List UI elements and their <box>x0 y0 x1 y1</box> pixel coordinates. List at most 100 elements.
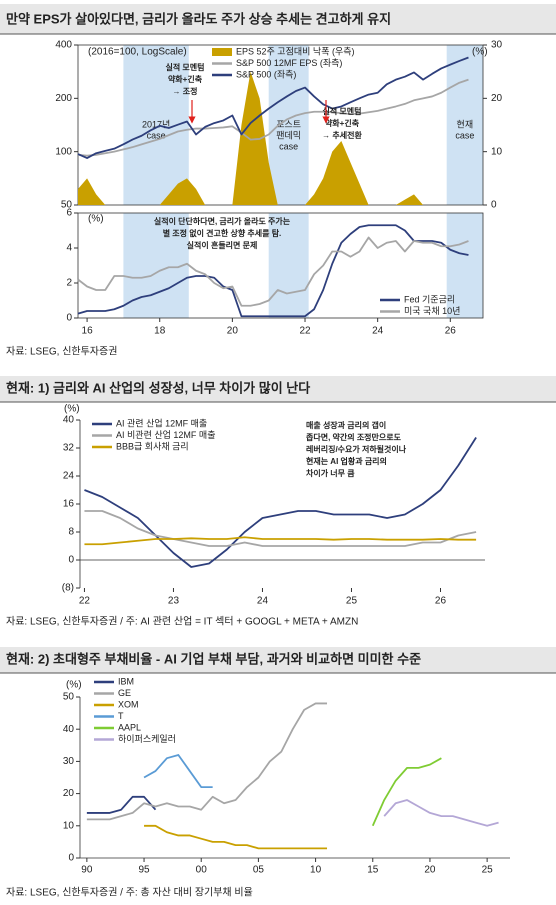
legend-label: GE <box>118 688 131 698</box>
y-tick-label: 0 <box>66 313 72 324</box>
x-tick-label: 25 <box>482 865 494 876</box>
annotation: 차이가 너무 큼 <box>306 468 355 478</box>
annotation: → 추세전환 <box>322 130 362 140</box>
region-label: 현재 <box>457 119 474 129</box>
x-tick-label: 24 <box>257 596 269 607</box>
y-tick-label: 16 <box>63 499 75 510</box>
line-series <box>383 799 499 827</box>
source-note: 자료: LSEG, 신한투자증권 / 주: AI 관련 산업 = IT 섹터 +… <box>6 615 358 628</box>
y-tick-label: 6 <box>66 208 72 219</box>
legend-label: S&P 500 12MF EPS (좌측) <box>236 58 342 68</box>
x-tick-label: 26 <box>445 326 457 337</box>
y2-tick-label: 30 <box>491 40 503 51</box>
y-tick-label: 0 <box>68 555 74 566</box>
x-tick-label: 23 <box>168 596 180 607</box>
x-tick-label: 26 <box>435 596 447 607</box>
section-title: 만약 EPS가 살아있다면, 금리가 올라도 주가 상승 추세는 견고하게 유지 <box>6 11 391 26</box>
legend-label: XOM <box>118 699 139 709</box>
y-tick-label: 8 <box>68 527 74 538</box>
annotation: 레버리징/수요가 저하될것이나 <box>306 444 407 454</box>
y2-tick-label: 20 <box>491 93 503 104</box>
y-tick-label: 400 <box>55 40 72 51</box>
y-tick-label: 2 <box>66 278 72 289</box>
legend-label: IBM <box>118 676 134 686</box>
y-axis-label: (%) <box>88 214 104 225</box>
title-bar <box>0 647 556 673</box>
y-tick-label: 100 <box>55 146 72 157</box>
y-tick-label: 20 <box>63 788 75 799</box>
x-tick-label: 00 <box>196 865 208 876</box>
region-label: case <box>279 141 298 151</box>
plot-frame <box>77 44 484 206</box>
x-tick-label: 20 <box>424 865 436 876</box>
legend-label: EPS 52주 고점대비 낙폭 (우측) <box>236 45 355 56</box>
y-tick-label: (8) <box>62 583 74 594</box>
annotation: 실적이 단단하다면, 금리가 올라도 주가는 <box>154 216 291 226</box>
annotation: → 조정 <box>173 86 198 96</box>
line-series <box>144 824 328 850</box>
y-axis-label: (%) <box>66 680 82 691</box>
y2-tick-label: 0 <box>491 200 497 211</box>
line-series <box>86 795 157 814</box>
plot-frame <box>77 212 484 319</box>
annotation: 실적이 흔들리면 문제 <box>187 240 258 250</box>
section-title: 현재: 2) 초대형주 부채비율 - AI 기업 부채 부담, 과거와 비교하면… <box>6 651 421 666</box>
line-series <box>77 236 469 307</box>
y-tick-label: 32 <box>63 443 75 454</box>
y-tick-label: 4 <box>66 243 72 254</box>
y2-axis-label: (%) <box>472 47 488 58</box>
legend-label: AI 비관련 산업 12MF 매출 <box>116 430 215 440</box>
title-bar <box>0 376 556 402</box>
legend-label: AI 관련 산업 12MF 매출 <box>116 418 207 428</box>
shaded-region <box>268 213 309 318</box>
title-bar <box>0 4 556 34</box>
section-title: 현재: 1) 금리와 AI 산업의 성장성, 너무 차이가 많이 난다 <box>6 380 310 395</box>
x-tick-label: 22 <box>79 596 91 607</box>
legend-label: Fed 기준금리 <box>404 294 455 304</box>
shaded-region <box>268 45 309 205</box>
legend-label: S&P 500 (좌측) <box>236 69 296 79</box>
x-tick-label: 90 <box>81 865 93 876</box>
x-tick-label: 22 <box>299 326 311 337</box>
y-tick-label: 50 <box>63 692 75 703</box>
legend-label: BBB급 회사채 금리 <box>116 441 189 451</box>
x-tick-label: 95 <box>138 865 150 876</box>
line-series <box>77 56 469 159</box>
annotation: 별 조정 없이 견고한 상향 추세를 탐. <box>163 228 282 238</box>
shaded-region <box>446 213 483 318</box>
x-tick-label: 10 <box>310 865 322 876</box>
x-tick-label: 18 <box>154 326 166 337</box>
y-axis-label: (%) <box>64 404 80 415</box>
region-label: 포스트 <box>276 119 301 129</box>
region-label: 팬데믹 <box>276 129 301 140</box>
annotation: 약화+긴축 <box>325 118 360 128</box>
line-series <box>84 510 477 547</box>
x-tick-label: 05 <box>253 865 265 876</box>
y-axis-label: (2016=100, LogScale) <box>88 47 187 58</box>
y-tick-label: 200 <box>55 93 72 104</box>
shaded-region <box>446 45 483 205</box>
region-label: 2017년 <box>142 119 170 129</box>
annotation: 현재는 AI 업황과 금리의 <box>306 456 387 466</box>
y-tick-label: 40 <box>63 415 75 426</box>
annotation: 실적 모멘텀 <box>165 62 204 72</box>
line-series <box>371 757 442 827</box>
source-note: 자료: LSEG, 신한투자증권 / 주: 총 자산 대비 장기부채 비율 <box>6 887 253 899</box>
y-tick-label: 24 <box>63 471 75 482</box>
x-tick-label: 24 <box>372 326 384 337</box>
line-series <box>143 754 213 789</box>
region-label: case <box>147 130 166 140</box>
legend-label: T <box>118 711 124 721</box>
annotation: 좁다면, 약간의 조정만으로도 <box>306 432 402 442</box>
y-tick-label: 40 <box>63 724 75 735</box>
x-tick-label: 25 <box>346 596 358 607</box>
x-tick-label: 20 <box>227 326 239 337</box>
source-note: 자료: LSEG, 신한투자증권 <box>6 346 117 358</box>
annotation: 약화+긴축 <box>168 74 203 84</box>
x-tick-label: 15 <box>367 865 379 876</box>
y2-tick-label: 10 <box>491 146 503 157</box>
annotation: 매출 성장과 금리의 갭이 <box>306 420 386 430</box>
x-tick-label: 16 <box>82 326 94 337</box>
y-tick-label: 10 <box>63 820 75 831</box>
